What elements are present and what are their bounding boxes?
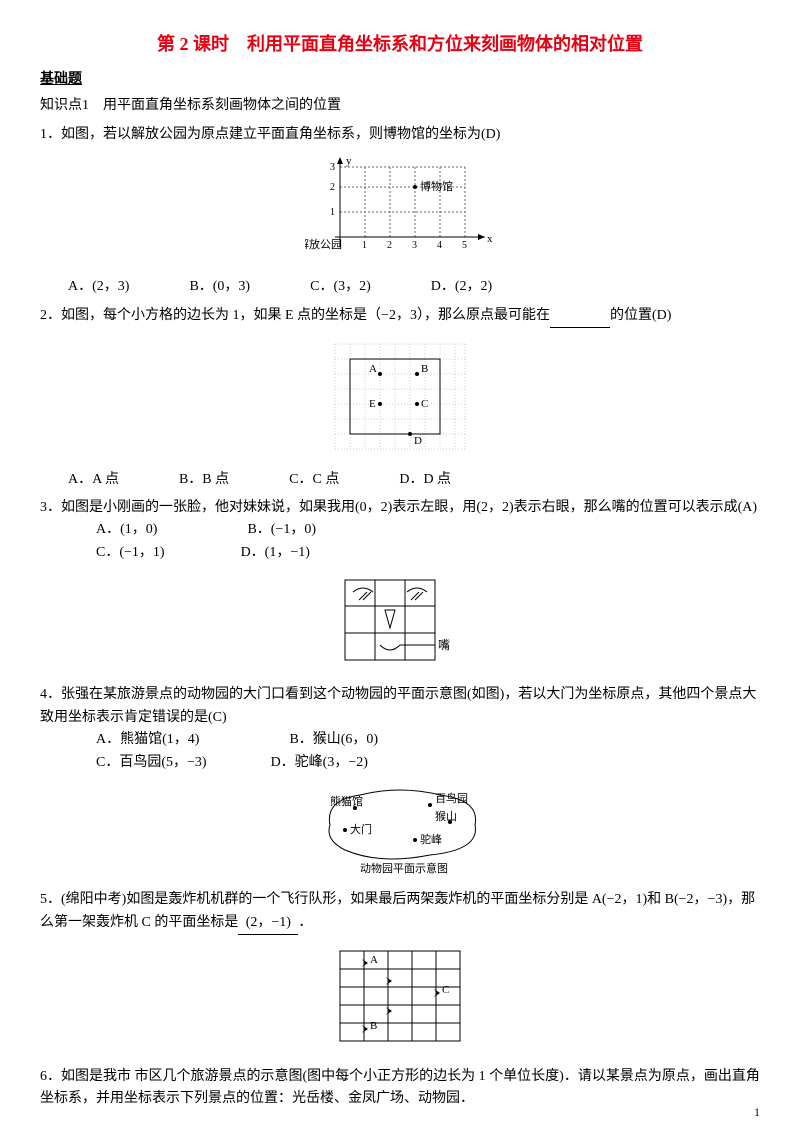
svg-text:A: A	[369, 363, 377, 375]
svg-text:猴山: 猴山	[435, 809, 457, 823]
svg-text:A: A	[370, 954, 378, 966]
svg-text:1: 1	[362, 240, 367, 251]
section-basic: 基础题	[40, 69, 760, 91]
q2-opt-c: C．C 点	[289, 469, 339, 491]
q1-figure: y x 1 2 3 1 2 3 4 5 博物馆 解放公园	[40, 152, 760, 270]
q1-opt-d: D．(2，2)	[431, 276, 492, 298]
svg-text:解放公园: 解放公园	[305, 237, 342, 251]
svg-text:x: x	[487, 233, 493, 245]
q3-stem: 3．如图是小刚画的一张脸，他对妹妹说，如果我用(0，2)表示左眼，用(2，2)表…	[40, 497, 760, 519]
q6-stem: 6．如图是我市 市区几个旅游景点的示意图(图中每个小正方形的边长为 1 个单位长…	[40, 1066, 760, 1111]
svg-text:熊猫馆: 熊猫馆	[330, 794, 363, 808]
q2-blank	[550, 305, 610, 328]
q3-opt-c: C．(−1，1)	[96, 542, 165, 564]
q2-figure: A B E C D	[40, 334, 760, 462]
svg-text:博物馆: 博物馆	[420, 179, 453, 193]
q4-opt-b: B．猴山(6，0)	[289, 729, 378, 751]
lesson-title: 第 2 课时 利用平面直角坐标系和方位来刻画物体的相对位置	[40, 30, 760, 59]
svg-text:D: D	[414, 435, 422, 447]
q4-stem: 4．张强在某旅游景点的动物园的大门口看到这个动物园的平面示意图(如图)，若以大门…	[40, 684, 760, 729]
q3-opt-d: D．(1，−1)	[241, 542, 310, 564]
svg-text:1: 1	[330, 207, 335, 218]
q4-opt-a: A．熊猫馆(1，4)	[96, 729, 199, 751]
svg-text:C: C	[421, 398, 428, 410]
q5-figure: A C B	[40, 941, 760, 1059]
page-number: 1	[754, 1103, 760, 1122]
q3-opt-b: B．(−1，0)	[247, 519, 316, 541]
svg-text:驼峰: 驼峰	[420, 832, 442, 846]
svg-text:嘴: 嘴	[438, 638, 450, 652]
q4-opt-d: D．驼峰(3，−2)	[271, 752, 368, 774]
q1-opt-b: B．(0，3)	[189, 276, 250, 298]
q3-opt-a: A．(1，0)	[96, 519, 157, 541]
svg-text:3: 3	[330, 162, 335, 173]
q5-stem: 5．(绵阳中考)如图是轰炸机机群的一个飞行队形，如果最后两架轰炸机的平面坐标分别…	[40, 889, 760, 935]
q4-opt-c: C．百鸟园(5，−3)	[96, 752, 207, 774]
svg-text:2: 2	[387, 240, 392, 251]
svg-text:B: B	[370, 1020, 377, 1032]
svg-text:y: y	[346, 155, 352, 167]
svg-text:3: 3	[412, 240, 417, 251]
svg-text:C: C	[442, 984, 449, 996]
q3-figure: 嘴	[40, 570, 760, 678]
svg-text:2: 2	[330, 182, 335, 193]
q1-stem: 1．如图，若以解放公园为原点建立平面直角坐标系，则博物馆的坐标为(D)	[40, 124, 760, 146]
svg-text:百鸟园: 百鸟园	[435, 791, 468, 805]
q5-answer: (2，−1)	[238, 912, 298, 935]
svg-text:大门: 大门	[350, 822, 372, 836]
svg-text:动物园平面示意图: 动物园平面示意图	[360, 861, 448, 875]
knowledge-point-1: 知识点1 用平面直角坐标系刻画物体之间的位置	[40, 95, 760, 117]
q2-opt-a: A．A 点	[68, 469, 119, 491]
q2-stem: 2．如图，每个小方格的边长为 1，如果 E 点的坐标是（−2，3），那么原点最可…	[40, 305, 760, 328]
svg-text:4: 4	[437, 240, 442, 251]
q2-opt-b: B．B 点	[179, 469, 229, 491]
q2-opt-d: D．D 点	[399, 469, 451, 491]
q1-opt-c: C．(3，2)	[310, 276, 371, 298]
q1-opt-a: A．(2，3)	[68, 276, 129, 298]
svg-text:5: 5	[462, 240, 467, 251]
svg-text:B: B	[421, 363, 428, 375]
q4-figure: 熊猫馆 百鸟园 猴山 大门 驼峰 动物园平面示意图	[40, 780, 760, 883]
svg-text:E: E	[369, 398, 376, 410]
